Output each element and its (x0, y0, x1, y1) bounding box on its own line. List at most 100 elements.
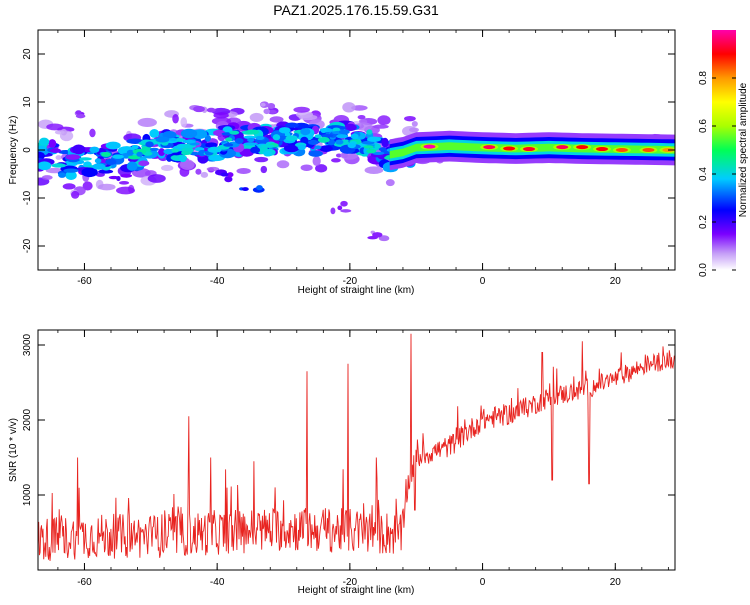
x-tick-label: 20 (610, 577, 622, 588)
heatmap-core-cell (126, 161, 138, 171)
heatmap-core-cell (138, 160, 150, 167)
heatmap-halo-cell (41, 175, 53, 180)
heatmap-bright-cell (131, 145, 139, 150)
heatmap-bright-cell (136, 151, 143, 157)
heatmap-outlier-cell (337, 205, 343, 211)
heatmap-bright-cell (207, 146, 222, 153)
heatmap-halo-cell (357, 114, 366, 120)
heatmap-halo-cell (267, 109, 277, 114)
x-tick-label: 0 (480, 276, 486, 287)
y-tick-label: 10 (22, 96, 33, 108)
heatmap-bright-cell (320, 128, 327, 133)
colorbar-label: Normalized spectral amplitude (738, 82, 749, 217)
heatmap-halo-cell (254, 156, 269, 163)
x-tick-label: -60 (77, 577, 92, 588)
heatmap-bright-cell (127, 155, 141, 160)
heatmap-bright-cell (245, 129, 260, 135)
heatmap-halo-cell (200, 171, 209, 178)
heatmap-halo-cell (355, 122, 373, 131)
colorbar-tick-label: 0.0 (698, 263, 709, 277)
heatmap-core-cell (58, 172, 67, 178)
heatmap-outlier-cell (206, 107, 216, 113)
heatmap-bright-cell (112, 154, 124, 159)
x-tick-label: -40 (210, 577, 225, 588)
heatmap-layer (38, 101, 675, 242)
heatmap-halo-cell (312, 155, 321, 167)
x-tick-label: 20 (610, 276, 622, 287)
heatmap-outlier-cell (367, 235, 378, 240)
heatmap-core-cell (65, 170, 77, 180)
heatmap-bright-cell (336, 134, 349, 139)
heatmap-outlier-cell (330, 207, 336, 215)
heatmap-halo-cell (342, 102, 356, 113)
x-tick-label: -20 (343, 577, 358, 588)
heatmap-core-cell (319, 145, 333, 152)
heatmap-outlier-cell (193, 105, 205, 113)
heatmap-halo-cell (54, 130, 65, 135)
heatmap-bright-cell (223, 143, 234, 147)
heatmap-bright-cell (149, 147, 159, 152)
heatmap-bright-cell (132, 148, 147, 155)
heatmap-hotspot (556, 145, 569, 150)
heatmap-hotspot (483, 145, 496, 150)
heatmap-bright-cell (171, 148, 180, 153)
heatmap-outlier-cell (378, 235, 390, 242)
heatmap-bright-cell (285, 135, 298, 141)
heatmap-halo-cell (137, 117, 157, 127)
heatmap-halo-cell (55, 155, 62, 160)
heatmap-bright-cell (339, 129, 350, 135)
heatmap-outlier-cell (116, 176, 121, 182)
x-tick-label: -40 (210, 276, 225, 287)
heatmap-halo-cell (82, 181, 93, 191)
heatmap-halo-cell (160, 164, 174, 172)
heatmap-halo-cell (249, 112, 264, 122)
heatmap-core-cell (162, 130, 177, 139)
y-tick-label: -20 (22, 238, 33, 253)
heatmap-bright-cell (327, 139, 336, 146)
heatmap-bright-cell (105, 158, 117, 165)
heatmap-bright-cell (255, 135, 265, 140)
heatmap-axes: -60 -40 -20 0 20 -20 -10 0 10 20 (22, 30, 675, 287)
heatmap-bright-cell (272, 134, 281, 141)
x-tick-label: 0 (480, 577, 486, 588)
chart-title: PAZ1.2025.176.15.59.G31 (273, 2, 439, 18)
heatmap-hotspot (523, 147, 536, 152)
heatmap-core-cell (72, 144, 86, 155)
heatmap-bright-cell (126, 149, 135, 156)
heatmap-halo-cell (298, 114, 318, 121)
heatmap-bright-cell (317, 136, 330, 143)
heatmap-halo-cell (180, 117, 188, 128)
y-tick-label: 3000 (22, 333, 33, 356)
y-tick-label: 2000 (22, 408, 33, 431)
colorbar-axes: 0.0 0.2 0.4 0.6 0.8 (698, 71, 736, 277)
heatmap-core-cell (263, 150, 273, 157)
heatmap-halo-cell (385, 179, 395, 187)
heatmap-halo-cell (206, 166, 220, 172)
heatmap-xlabel: Height of straight line (km) (298, 285, 415, 296)
heatmap-halo-cell (213, 112, 229, 119)
heatmap-halo-cell (172, 113, 179, 124)
heatmap-bright-cell (366, 148, 377, 154)
heatmap-core-cell (51, 163, 67, 168)
heatmap-bright-cell (78, 157, 92, 161)
heatmap-bright-cell (243, 142, 258, 146)
snr-xlabel: Height of straight line (km) (298, 585, 415, 596)
heatmap-halo-cell (62, 183, 76, 190)
heatmap-bright-cell (163, 148, 174, 155)
heatmap-core-cell (166, 154, 173, 162)
heatmap-core-cell (38, 161, 52, 171)
heatmap-core-cell (38, 137, 50, 146)
heatmap-halo-cell (195, 168, 202, 175)
heatmap-bright-cell (94, 158, 102, 164)
heatmap-bright-cell (247, 137, 255, 143)
heatmap-bright-cell (314, 145, 322, 150)
x-tick-label: -20 (343, 276, 358, 287)
heatmap-halo-cell (408, 127, 420, 133)
heatmap-core-cell (344, 123, 357, 132)
heatmap-outlier-cell (263, 108, 270, 115)
colorbar (712, 30, 736, 270)
heatmap-core-cell (49, 148, 62, 153)
heatmap-halo-cell (335, 153, 342, 158)
heatmap-core-cell (179, 155, 187, 163)
